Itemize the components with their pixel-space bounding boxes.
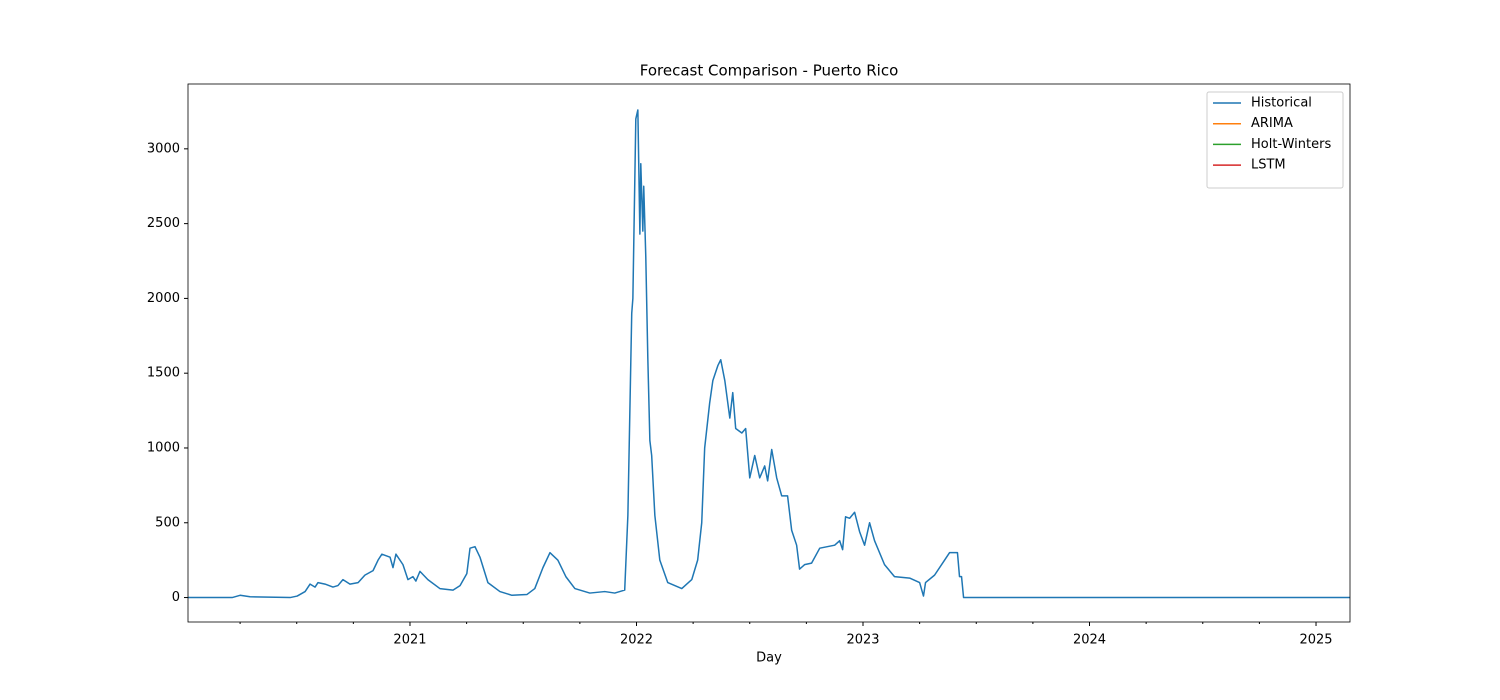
y-tick-label: 3000: [147, 141, 180, 156]
legend-label: Holt-Winters: [1251, 137, 1331, 152]
legend-label: ARIMA: [1251, 116, 1293, 131]
x-tick-label: 2023: [846, 633, 879, 648]
y-tick-label: 2000: [147, 291, 180, 306]
legend-box: [1206, 91, 1344, 189]
y-tick-label: 1000: [147, 440, 180, 455]
y-tick-label: 0: [172, 590, 180, 605]
data-line: [188, 109, 1350, 599]
y-tick-label: 500: [155, 515, 180, 530]
x-tick-label: 2025: [1299, 633, 1332, 648]
x-tick-label: 2024: [1073, 633, 1106, 648]
y-tick-label: 2500: [147, 216, 180, 231]
x-tick-label: 2022: [620, 633, 653, 648]
y-tick-label: 1500: [147, 366, 180, 381]
chart-title: Forecast Comparison - Puerto Rico: [640, 62, 899, 80]
legend-label: LSTM: [1251, 158, 1286, 173]
x-tick-label: 2021: [393, 633, 426, 648]
legend-label: Historical: [1251, 96, 1312, 111]
x-axis-label: Day: [756, 651, 782, 666]
plot-frame: [187, 83, 1351, 623]
